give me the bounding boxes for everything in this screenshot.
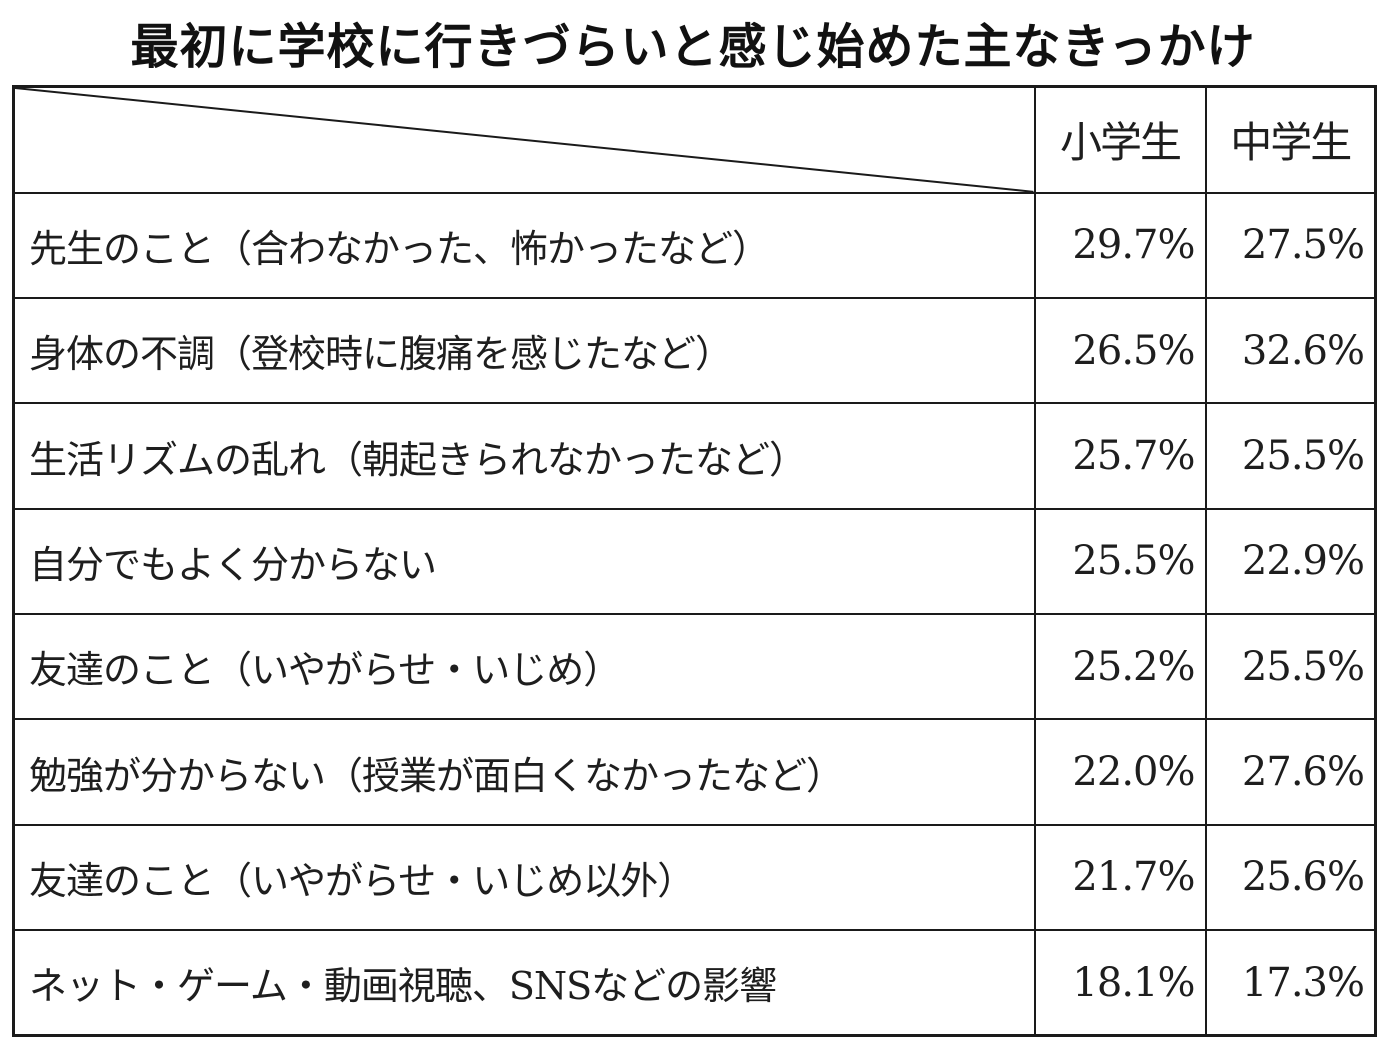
value-elementary: 22.0%	[1033, 718, 1207, 826]
column-header-junior-high: 中学生	[1204, 85, 1377, 194]
corner-cell	[12, 85, 1036, 194]
table-row: 自分でもよく分からない 25.5% 22.9%	[12, 507, 1377, 616]
value-junior-high: 27.6%	[1204, 718, 1377, 826]
table-row: 身体の不調（登校時に腹痛を感じたなど） 26.5% 32.6%	[12, 297, 1377, 405]
table-row: 先生のこと（合わなかった、怖かったなど） 29.7% 27.5%	[12, 191, 1377, 300]
chart-title: 最初に学校に行きづらいと感じ始めた主なきっかけ	[130, 19, 1256, 75]
row-label: 先生のこと（合わなかった、怖かったなど）	[12, 191, 1036, 300]
row-label: 友達のこと（いやがらせ・いじめ）	[12, 613, 1036, 721]
table-row: 友達のこと（いやがらせ・いじめ以外） 21.7% 25.6%	[12, 823, 1377, 932]
value-junior-high: 25.5%	[1204, 613, 1377, 721]
value-elementary: 21.7%	[1033, 823, 1207, 932]
row-label: ネット・ゲーム・動画視聴、SNSなどの影響	[12, 929, 1036, 1037]
row-label: 生活リズムの乱れ（朝起きられなかったなど）	[12, 402, 1036, 510]
value-elementary: 18.1%	[1033, 929, 1207, 1037]
value-junior-high: 17.3%	[1204, 929, 1377, 1037]
value-junior-high: 22.9%	[1204, 507, 1377, 616]
value-elementary: 25.5%	[1033, 507, 1207, 616]
value-junior-high: 25.5%	[1204, 402, 1377, 510]
row-label: 身体の不調（登校時に腹痛を感じたなど）	[12, 297, 1036, 405]
value-elementary: 25.7%	[1033, 402, 1207, 510]
table-row: ネット・ゲーム・動画視聴、SNSなどの影響 18.1% 17.3%	[12, 929, 1377, 1037]
row-label: 友達のこと（いやがらせ・いじめ以外）	[12, 823, 1036, 932]
table-row: 友達のこと（いやがらせ・いじめ） 25.2% 25.5%	[12, 613, 1377, 721]
table-row: 勉強が分からない（授業が面白くなかったなど） 22.0% 27.6%	[12, 718, 1377, 826]
row-label: 勉強が分からない（授業が面白くなかったなど）	[12, 718, 1036, 826]
data-table: 小学生 中学生 先生のこと（合わなかった、怖かったなど） 29.7% 27.5%…	[12, 85, 1377, 1037]
header-row: 小学生 中学生	[12, 85, 1377, 194]
row-label: 自分でもよく分からない	[12, 507, 1036, 616]
corner-diagonal	[15, 88, 1034, 192]
column-header-elementary: 小学生	[1033, 85, 1207, 194]
value-elementary: 29.7%	[1033, 191, 1207, 300]
value-elementary: 26.5%	[1033, 297, 1207, 405]
value-junior-high: 27.5%	[1204, 191, 1377, 300]
value-elementary: 25.2%	[1033, 613, 1207, 721]
value-junior-high: 32.6%	[1204, 297, 1377, 405]
table-row: 生活リズムの乱れ（朝起きられなかったなど） 25.7% 25.5%	[12, 402, 1377, 510]
value-junior-high: 25.6%	[1204, 823, 1377, 932]
